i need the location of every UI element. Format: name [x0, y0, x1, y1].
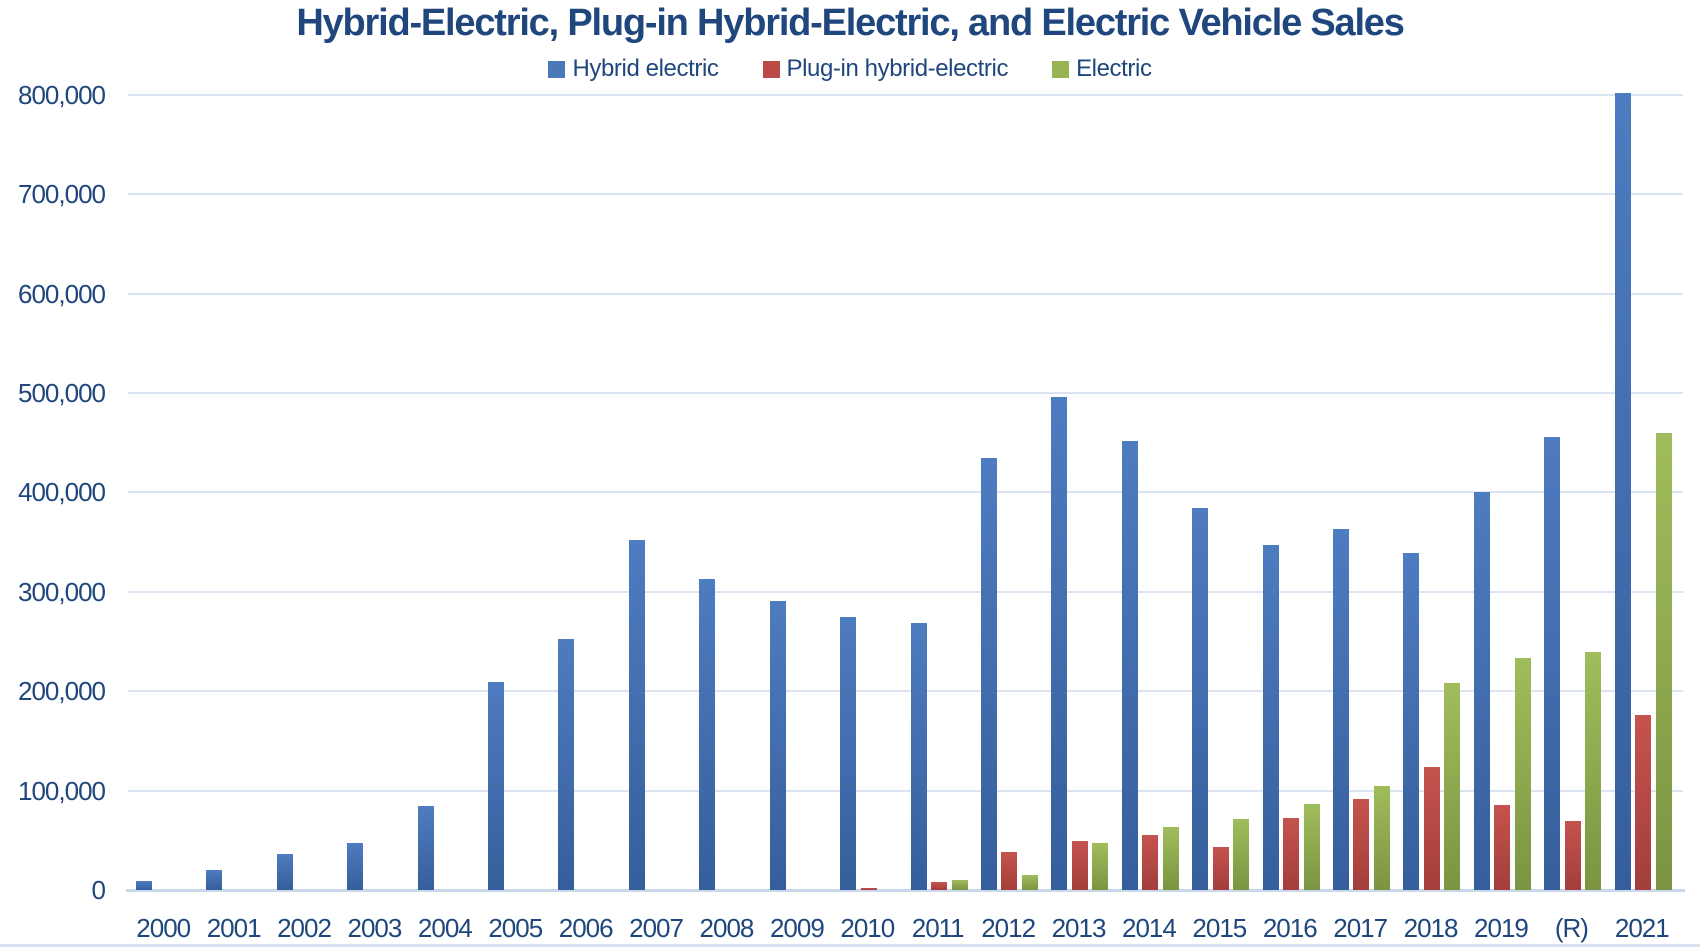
bar-hybrid-electric-2002 — [276, 854, 293, 890]
gridline-300000 — [128, 590, 1683, 593]
bar-hybrid-electric-2017 — [1332, 528, 1349, 890]
x-axis-line — [126, 889, 1685, 892]
bar-hybrid-electric-2012 — [980, 458, 997, 890]
x-axis-label-2019: 2019 — [1474, 913, 1529, 943]
bar-hybrid-electric-2008 — [699, 579, 716, 890]
bar-hybrid-electric-2021 — [1614, 93, 1631, 890]
legend-label-hybrid-electric: Hybrid electric — [572, 55, 719, 82]
gridline-700000 — [128, 193, 1683, 196]
bar-electric-2015 — [1233, 819, 1250, 890]
legend-swatch-plug-in-hybrid-electric-icon — [762, 60, 780, 78]
bar-plug-in-hybrid-electric-2015 — [1212, 847, 1229, 890]
bar-plug-in-hybrid-electric-2019 — [1494, 805, 1511, 890]
bar-plug-in-hybrid-electric-r — [1564, 821, 1581, 890]
bar-plug-in-hybrid-electric-2014 — [1142, 834, 1159, 890]
x-axis-label-2011: 2011 — [911, 913, 965, 943]
bottom-divider — [0, 944, 1700, 947]
bar-hybrid-electric-2000 — [136, 880, 152, 890]
gridline-100000 — [128, 789, 1683, 792]
x-axis-label-2008: 2008 — [699, 913, 755, 943]
x-axis-label-2013: 2013 — [1051, 913, 1107, 943]
gridline-600000 — [128, 292, 1683, 295]
legend: Hybrid electric Plug-in hybrid-electric … — [0, 54, 1700, 84]
bar-plug-in-hybrid-electric-2021 — [1635, 715, 1652, 890]
bar-electric-2018 — [1444, 682, 1461, 890]
bar-hybrid-electric-2009 — [769, 601, 786, 890]
legend-label-electric: Electric — [1076, 55, 1152, 82]
bar-hybrid-electric-2018 — [1403, 553, 1420, 890]
x-axis-label-2007: 2007 — [629, 913, 684, 943]
bar-electric-2012 — [1021, 875, 1038, 890]
legend-label-plug-in-hybrid-electric: Plug-in hybrid-electric — [786, 55, 1009, 82]
bar-hybrid-electric-2004 — [417, 806, 434, 890]
x-axis-label-2014: 2014 — [1122, 913, 1177, 943]
x-axis-label-2018: 2018 — [1403, 913, 1459, 943]
bar-plug-in-hybrid-electric-2011 — [931, 882, 947, 890]
bar-electric-2011 — [951, 879, 968, 890]
gridline-800000 — [128, 93, 1683, 96]
bar-hybrid-electric-2001 — [206, 869, 223, 890]
y-axis-label: 500,000 — [18, 378, 106, 408]
gridline-500000 — [128, 392, 1683, 394]
legend-item-hybrid-electric: Hybrid electric — [548, 55, 719, 83]
y-axis-label: 400,000 — [18, 477, 106, 508]
bar-plug-in-hybrid-electric-2013 — [1071, 841, 1088, 890]
y-axis-label: 600,000 — [18, 278, 106, 309]
legend-item-electric: Electric — [1052, 55, 1152, 83]
x-axis-label-2017: 2017 — [1333, 913, 1388, 943]
x-axis-label-2000: 2000 — [136, 913, 191, 943]
x-axis-label-2003: 2003 — [347, 913, 403, 943]
bar-plug-in-hybrid-electric-2012 — [1001, 851, 1018, 890]
legend-item-plug-in-hybrid-electric: Plug-in hybrid-electric — [762, 55, 1009, 83]
bar-hybrid-electric-2005 — [488, 681, 505, 890]
x-axis-label-2001: 2001 — [206, 913, 262, 943]
x-axis-label-2016: 2016 — [1262, 913, 1318, 943]
bar-hybrid-electric-2010 — [840, 617, 857, 890]
bar-hybrid-electric-2015 — [1192, 507, 1209, 890]
bar-electric-2021 — [1655, 433, 1672, 890]
x-axis-label-2015: 2015 — [1192, 913, 1247, 943]
x-axis-label-2010: 2010 — [840, 913, 895, 943]
bar-hybrid-electric-2019 — [1473, 491, 1490, 890]
gridline-400000 — [128, 491, 1683, 494]
bar-hybrid-electric-r — [1544, 437, 1561, 890]
bar-hybrid-electric-2014 — [1121, 440, 1138, 890]
bar-plug-in-hybrid-electric-2018 — [1423, 767, 1440, 890]
y-axis-label: 200,000 — [18, 676, 106, 707]
bar-hybrid-electric-2003 — [347, 842, 364, 890]
bar-hybrid-electric-2011 — [910, 622, 927, 890]
gridline-200000 — [128, 690, 1683, 693]
y-axis-label: 300,000 — [18, 576, 106, 607]
x-axis-label-2004: 2004 — [417, 913, 473, 943]
bar-plug-in-hybrid-electric-2010 — [860, 888, 877, 890]
bar-electric-2013 — [1092, 842, 1109, 890]
x-axis-label-r: (R) — [1554, 913, 1589, 943]
chart-title: Hybrid-Electric, Plug-in Hybrid-Electric… — [296, 2, 1405, 44]
bar-plug-in-hybrid-electric-2017 — [1353, 799, 1370, 890]
bar-electric-2017 — [1373, 786, 1390, 890]
bar-hybrid-electric-2013 — [1051, 397, 1068, 890]
bar-hybrid-electric-2006 — [558, 638, 575, 890]
bar-electric-2014 — [1162, 826, 1179, 890]
bar-hybrid-electric-2016 — [1262, 545, 1279, 890]
x-axis-label-2009: 2009 — [769, 913, 825, 943]
bar-electric-r — [1585, 652, 1602, 890]
x-axis-label-2012: 2012 — [981, 913, 1036, 943]
x-axis-label-2006: 2006 — [558, 913, 614, 943]
bar-hybrid-electric-2007 — [628, 539, 645, 890]
legend-swatch-hybrid-electric-icon — [548, 60, 566, 78]
y-axis-label: 700,000 — [18, 179, 106, 210]
y-axis-label: 100,000 — [18, 775, 106, 806]
bar-electric-2019 — [1514, 657, 1531, 890]
y-axis-label: 800,000 — [18, 79, 106, 110]
x-axis-label-2002: 2002 — [277, 913, 332, 943]
bar-electric-2016 — [1303, 803, 1320, 890]
legend-swatch-electric-icon — [1052, 60, 1070, 78]
y-axis-label: 0 — [91, 875, 106, 905]
x-axis-label-2005: 2005 — [488, 913, 543, 943]
bar-plug-in-hybrid-electric-2016 — [1283, 817, 1300, 890]
x-axis-label-2021: 2021 — [1614, 913, 1670, 943]
